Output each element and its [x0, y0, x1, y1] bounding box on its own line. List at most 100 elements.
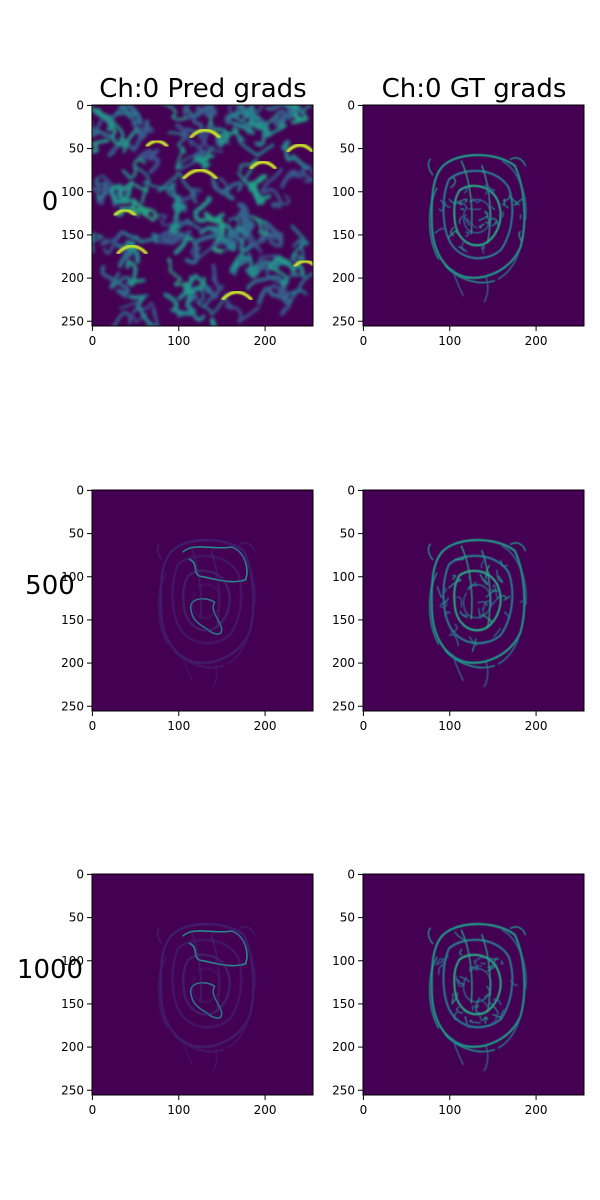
panel-row0-col1-heatmap — [427, 154, 527, 303]
panel-row1-col1: 0 100 200 0 50 100 150 200 250 — [332, 483, 585, 733]
panel-row0-col0-gradient-stroke — [236, 202, 251, 225]
panel-row0-col1-detail-stroke — [448, 198, 457, 205]
panel-row1-col1-detail-stroke — [485, 573, 488, 580]
panel-row0-col0-gradient-stroke — [300, 164, 313, 183]
panel-row0-col0-gradient-stroke — [176, 305, 206, 322]
panel-row0-col1-detail-stroke — [458, 215, 463, 225]
panel-row0-col0-heatmap — [92, 105, 313, 326]
panel-row1-col0-y-tick-label: 250 — [61, 699, 84, 713]
panel-row1-col1-detail-stroke — [448, 634, 459, 646]
panel-row0-col0-gradient-stroke — [261, 254, 284, 274]
panel-row2-col1-detail-stroke — [480, 962, 486, 965]
panel-row1-col1-detail-stroke — [485, 564, 491, 574]
panel-row0-col1-detail-stroke — [463, 185, 468, 194]
panel-row0-col0-gradient-stroke — [264, 220, 284, 248]
panel-row0-col0-frame — [91, 104, 314, 327]
panel-row0-col1-frame — [362, 104, 585, 327]
panel-row0-col0-gradient-stroke — [92, 127, 113, 139]
panel-row0-col0-gradient-stroke — [96, 108, 138, 148]
panel-row0-col0-gradient-stroke — [109, 181, 133, 205]
panel-row2-col1-detail-stroke — [486, 964, 498, 972]
panel-row1-col1-y-tick-label: 150 — [332, 613, 355, 627]
panel-row0-col0-gradient-stroke — [167, 257, 189, 287]
panel-row2-col1-x-tick-label: 200 — [525, 1103, 548, 1117]
panel-row1-col1-detail-stroke — [482, 607, 486, 615]
panel-row1-col1-edge-stroke — [460, 545, 491, 629]
panel-row2-col1-detail-stroke — [484, 1016, 489, 1024]
panel-row0-col0-gradient-stroke — [163, 105, 193, 121]
panel-row0-col0-gradient-stroke — [172, 194, 188, 225]
panel-row2-col1-y-tick-label: 150 — [332, 997, 355, 1011]
panel-row2-col1-detail-stroke — [459, 976, 471, 983]
panel-row2-col0-frame — [91, 873, 314, 1096]
panel-row1-col0-frame — [91, 489, 314, 712]
column-title-pred: Ch:0 Pred grads — [99, 74, 306, 104]
column-title-gt: Ch:0 GT grads — [382, 74, 567, 104]
panel-row2-col1-frame — [362, 873, 585, 1096]
panel-row2-col1-detail-stroke — [459, 948, 463, 956]
panel-row0-col0-gradient-stroke — [187, 138, 206, 154]
panel-row2-col1-y-tick-label: 250 — [332, 1083, 355, 1097]
panel-row0-col0-gradient-stroke — [295, 105, 312, 118]
panel-row0-col0-gradient-stroke — [250, 214, 272, 235]
panel-row0-col1-detail-stroke — [460, 208, 465, 211]
panel-row0-col1-detail-stroke — [471, 197, 481, 204]
panel-row1-col1-edge-stroke — [462, 583, 492, 619]
panel-row2-col0-y-tick-label: 100 — [61, 954, 84, 968]
panel-row0-col0-gradient-stroke — [227, 216, 248, 236]
panel-row1-col1-edge-stroke — [442, 554, 514, 645]
panel-row2-col1-y-tick-label: 100 — [332, 954, 355, 968]
panel-row0-col0-gradient-stroke — [125, 260, 146, 287]
panel-row1-col1-detail-stroke — [480, 557, 487, 568]
panel-row2-col1-y-tick-label: 0 — [347, 867, 355, 881]
panel-row0-col0-gradient-stroke — [283, 105, 296, 116]
panel-row2-col0-y-tick-label: 150 — [61, 997, 84, 1011]
panel-row0-col1-detail-stroke — [518, 231, 523, 242]
panel-row1-col0-edge-stroke — [181, 654, 218, 688]
panel-row2-col0-y-tick-label: 200 — [61, 1040, 84, 1054]
panel-row1-col0-edge-stroke — [226, 545, 256, 665]
panel-row0-col1-y-tick-label: 50 — [340, 142, 355, 156]
panel-row0-col1-detail-stroke — [493, 220, 498, 226]
panel-row2-col1-detail-stroke — [484, 994, 488, 1000]
panel-row2-col1-edge-stroke — [460, 929, 491, 1013]
panel-row0-col1-y-tick-label: 100 — [332, 185, 355, 199]
panel-row0-col0-gradient-stroke — [236, 105, 255, 127]
panel-row0-col0-gradient-stroke — [114, 197, 150, 217]
panel-row1-col1-detail-stroke — [490, 587, 500, 592]
panel-row0-col0-gradient-stroke — [136, 148, 161, 175]
panel-row0-col0-gradient-stroke — [290, 224, 309, 262]
panel-row2-col1-detail-stroke — [453, 1012, 458, 1021]
panel-row0-col0-gradient-stroke — [123, 240, 140, 264]
panel-row1-col0: 0 100 200 0 50 100 150 200 250 — [61, 483, 314, 733]
panel-row2-col1-edge-stroke — [442, 938, 514, 1029]
panel-row0-col0-gradient-stroke — [92, 139, 110, 154]
panel-row1-col1-y-tick-label: 0 — [347, 483, 355, 497]
panel-row2-col1-detail-stroke — [473, 959, 482, 967]
panel-row1-col1-detail-stroke — [471, 638, 477, 653]
panel-row0-col1-edge-stroke — [452, 269, 489, 303]
panel-row1-col1-detail-stroke — [503, 595, 511, 601]
panel-row0-col0-gradient-stroke — [146, 309, 159, 326]
panel-row0-col0-gradient-stroke — [229, 252, 253, 274]
panel-row2-col1-detail-stroke — [509, 979, 519, 987]
panel-row2-col1-edge-stroke — [462, 967, 492, 1003]
panel-row2-col1-detail-stroke — [466, 1022, 472, 1028]
panel-row0-col0-gradient-stroke — [100, 265, 130, 299]
panel-row2-col1-detail-stroke — [474, 956, 486, 964]
panel-row1-col1-edge-stroke — [429, 572, 495, 669]
panel-row0-col0-x-tick-label: 100 — [167, 334, 190, 348]
panel-row1-col1-y-tick-label: 50 — [340, 527, 355, 541]
panel-row0-col0-gradient-stroke — [224, 105, 242, 127]
panel-row1-col1-detail-stroke — [439, 596, 449, 606]
panel-row2-col1-heatmap — [427, 923, 527, 1072]
panel-row2-col1-detail-stroke — [451, 993, 454, 1005]
panel-row1-col1-edge-stroke — [452, 654, 489, 688]
panel-row2-col0-edge-stroke — [181, 1038, 218, 1072]
panel-row1-col0-edge-stroke — [189, 597, 223, 635]
panel-row2-col0-edge-stroke — [159, 923, 255, 1048]
panel-row0-col1-detail-stroke — [501, 198, 506, 206]
panel-row0-col0-highlight-stroke — [182, 168, 218, 180]
panel-row2-col0-x-tick-label: 0 — [89, 1103, 97, 1117]
